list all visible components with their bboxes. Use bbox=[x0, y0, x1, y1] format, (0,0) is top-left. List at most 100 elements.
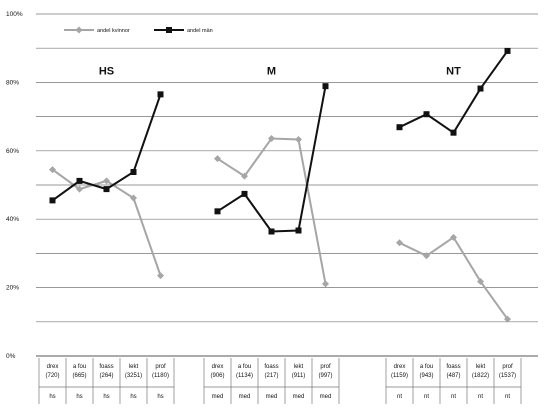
x-tick-code: med bbox=[293, 394, 305, 400]
data-point bbox=[130, 169, 137, 176]
y-tick-label: 60% bbox=[6, 148, 19, 155]
x-tick-label: a fou bbox=[238, 364, 251, 370]
series-line bbox=[51, 168, 162, 276]
data-point bbox=[396, 124, 403, 131]
data-point bbox=[396, 239, 403, 247]
x-tick-code: hs bbox=[103, 394, 109, 400]
data-point bbox=[423, 252, 430, 260]
x-tick-count: (3251) bbox=[125, 373, 142, 379]
data-point bbox=[241, 190, 248, 197]
x-tick-count: (665) bbox=[72, 373, 86, 379]
x-tick-count: (217) bbox=[264, 373, 278, 379]
data-point bbox=[103, 186, 110, 193]
x-tick-label: lekt bbox=[129, 364, 139, 370]
x-tick-count: (1180) bbox=[152, 373, 169, 379]
data-point bbox=[103, 177, 110, 185]
series-line bbox=[216, 85, 327, 233]
y-tick-label: 20% bbox=[6, 285, 19, 292]
x-tick-count: (1159) bbox=[391, 373, 408, 379]
data-point bbox=[214, 208, 221, 215]
x-tick-code: hs bbox=[49, 394, 55, 400]
x-tick-code: hs bbox=[157, 394, 163, 400]
series-line bbox=[399, 50, 509, 135]
legend-marker-kvinnor bbox=[75, 26, 83, 34]
panel-label: HS bbox=[99, 65, 114, 77]
legend: andel kvinnor andel män bbox=[64, 26, 213, 34]
data-point bbox=[450, 233, 457, 241]
y-tick-label: 100% bbox=[6, 11, 23, 18]
data-point bbox=[322, 83, 329, 90]
x-tick-label: drex bbox=[394, 364, 406, 370]
data-point bbox=[241, 172, 248, 180]
data-point bbox=[295, 136, 302, 144]
x-tick-label: prof bbox=[155, 364, 166, 370]
x-tick-code: nt bbox=[505, 394, 510, 400]
data-point bbox=[130, 194, 137, 202]
x-tick-count: (1134) bbox=[236, 373, 253, 379]
x-tick-code: nt bbox=[397, 394, 402, 400]
x-tick-code: med bbox=[320, 394, 332, 400]
data-point bbox=[157, 272, 164, 280]
x-tick-code: med bbox=[212, 394, 224, 400]
x-axis-table: drex (720) hs a fou (665) hs foass (264) hs lekt (… bbox=[38, 358, 522, 404]
x-tick-code: hs bbox=[76, 394, 82, 400]
x-tick-count: (487) bbox=[446, 373, 460, 379]
x-tick-label: drex bbox=[212, 364, 224, 370]
series-line bbox=[216, 137, 327, 285]
x-tick-label: foass bbox=[446, 364, 460, 370]
x-tick-code: med bbox=[239, 394, 251, 400]
data-point bbox=[450, 129, 457, 136]
panel-labels: HS M NT bbox=[99, 65, 461, 77]
data-point bbox=[477, 85, 484, 92]
data-point bbox=[76, 177, 83, 184]
data-point bbox=[268, 228, 275, 235]
series-line bbox=[399, 235, 509, 320]
data-point bbox=[214, 155, 221, 163]
y-tick-label: 40% bbox=[6, 216, 19, 223]
x-tick-label: a fou bbox=[420, 364, 433, 370]
x-tick-label: prof bbox=[320, 364, 331, 370]
x-tick-label: prof bbox=[502, 364, 513, 370]
data-point bbox=[477, 277, 484, 285]
legend-label-kvinnor: andel kvinnor bbox=[97, 28, 130, 34]
x-tick-count: (720) bbox=[45, 373, 59, 379]
x-tick-label: lekt bbox=[476, 364, 486, 370]
x-tick-label: foass bbox=[264, 364, 278, 370]
x-tick-code: nt bbox=[478, 394, 483, 400]
x-tick-count: (911) bbox=[292, 373, 306, 379]
x-tick-count: (264) bbox=[99, 373, 113, 379]
y-tick-label: 80% bbox=[6, 79, 19, 86]
panel-label: NT bbox=[446, 65, 461, 77]
x-tick-code: hs bbox=[130, 394, 136, 400]
series-line bbox=[51, 94, 162, 202]
x-tick-code: nt bbox=[424, 394, 429, 400]
data-point bbox=[76, 185, 83, 193]
data-point bbox=[423, 111, 430, 118]
x-tick-label: lekt bbox=[294, 364, 304, 370]
series-lines bbox=[49, 47, 511, 323]
legend-marker-man bbox=[166, 27, 172, 33]
x-tick-count: (906) bbox=[210, 373, 224, 379]
data-point bbox=[295, 227, 302, 234]
legend-label-man: andel män bbox=[187, 28, 213, 34]
x-tick-count: (997) bbox=[318, 373, 332, 379]
data-point bbox=[49, 166, 56, 174]
gridlines bbox=[36, 13, 538, 357]
x-tick-code: nt bbox=[451, 394, 456, 400]
x-tick-label: foass bbox=[99, 364, 113, 370]
x-tick-count: (1822) bbox=[472, 373, 489, 379]
x-tick-count: (1537) bbox=[499, 373, 516, 379]
x-tick-label: a fou bbox=[73, 364, 86, 370]
x-tick-code: med bbox=[266, 394, 278, 400]
y-axis-ticks: 0% 20% 40% 60% 80% 100% bbox=[6, 11, 23, 360]
panel-label: M bbox=[267, 65, 276, 77]
data-point bbox=[49, 197, 56, 204]
data-point bbox=[157, 91, 164, 98]
data-point bbox=[268, 134, 275, 142]
data-point bbox=[504, 47, 511, 54]
x-tick-count: (943) bbox=[419, 373, 433, 379]
data-point bbox=[504, 315, 511, 323]
y-tick-label: 0% bbox=[6, 353, 16, 360]
x-tick-label: drex bbox=[47, 364, 59, 370]
